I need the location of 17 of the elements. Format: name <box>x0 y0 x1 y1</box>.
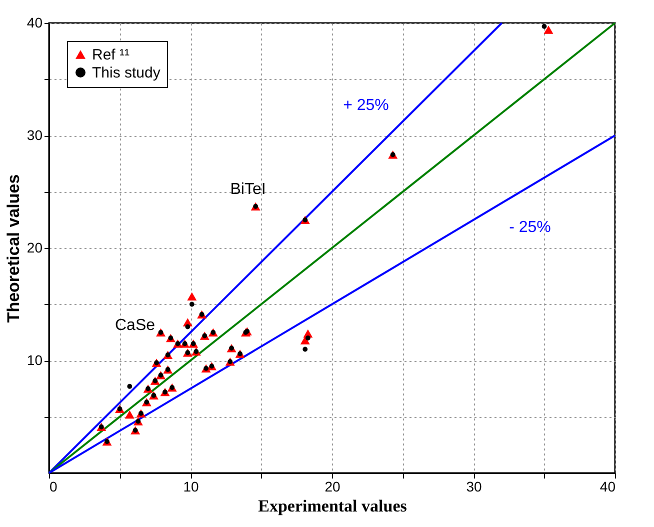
x-tick-label: 40 <box>600 478 616 494</box>
annotation: - 25% <box>509 219 551 236</box>
annotation: + 25% <box>343 97 389 114</box>
y-tick-label: 40 <box>26 14 43 30</box>
x-tick-label: 30 <box>466 478 482 494</box>
y-tick-label: 10 <box>26 352 43 368</box>
annotation: CaSe <box>114 317 156 334</box>
x-tick-label: 10 <box>183 478 199 494</box>
x-axis-title: Experimental values <box>258 496 408 516</box>
legend-label: Ref ¹¹ <box>92 46 130 64</box>
annotation: BiTeI <box>230 181 266 198</box>
x-tick-label: 0 <box>50 478 58 494</box>
y-axis-title: Theoretical values <box>4 174 23 323</box>
y-tick-label: 20 <box>26 240 43 256</box>
x-tick-label: 20 <box>324 478 340 494</box>
legend-label: This study <box>92 64 161 82</box>
y-tick-label: 30 <box>26 127 43 143</box>
